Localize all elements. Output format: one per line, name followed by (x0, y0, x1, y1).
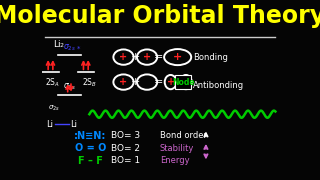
Text: Energy: Energy (160, 156, 190, 165)
Text: $\sigma_{2s}$: $\sigma_{2s}$ (63, 81, 76, 92)
Text: 2S$_B$: 2S$_B$ (82, 77, 97, 89)
Text: $\sigma_{2s}$: $\sigma_{2s}$ (48, 104, 60, 113)
Text: Bonding: Bonding (193, 53, 228, 62)
Text: =: = (154, 77, 164, 87)
Text: Antibonding: Antibonding (193, 81, 244, 90)
Text: :N≡N:: :N≡N: (74, 131, 107, 141)
Text: +: + (131, 77, 140, 87)
FancyBboxPatch shape (175, 75, 191, 89)
Text: Li: Li (70, 120, 77, 129)
Text: Li: Li (46, 120, 53, 129)
Text: Stability: Stability (160, 144, 194, 153)
Text: Li: Li (53, 40, 60, 49)
Text: +: + (166, 77, 175, 87)
Text: Bond order: Bond order (160, 131, 207, 140)
Text: BO= 2: BO= 2 (111, 144, 140, 153)
Text: +: + (143, 52, 151, 62)
Text: $\sigma_{2s}$: $\sigma_{2s}$ (63, 42, 76, 53)
Text: +: + (173, 52, 182, 62)
Text: +: + (131, 52, 140, 62)
Text: 2S$_A$: 2S$_A$ (44, 77, 60, 89)
Text: +: + (119, 52, 128, 62)
Text: BO= 3: BO= 3 (111, 131, 140, 140)
Text: BO= 1: BO= 1 (111, 156, 140, 165)
Text: F – F: F – F (78, 156, 103, 166)
Text: Molecular Orbital Theory: Molecular Orbital Theory (0, 4, 320, 28)
Text: Node: Node (172, 78, 194, 87)
Text: =: = (154, 52, 164, 62)
Text: 2: 2 (60, 43, 64, 48)
Text: *: * (76, 46, 80, 52)
Text: O = O: O = O (75, 143, 106, 153)
Text: +: + (119, 77, 128, 87)
